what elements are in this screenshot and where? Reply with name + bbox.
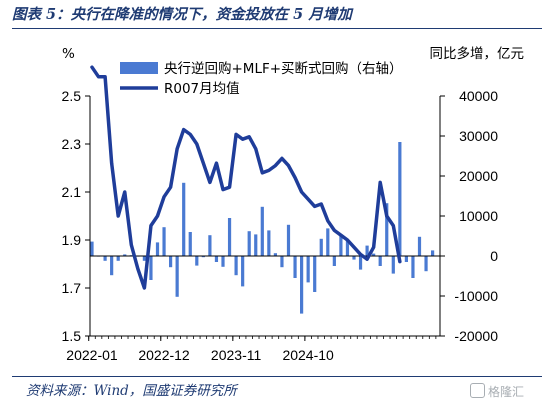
left-tick-label: 2.1 bbox=[62, 184, 82, 200]
bar bbox=[286, 224, 291, 256]
left-tick-label: 1.7 bbox=[62, 280, 82, 296]
bar bbox=[313, 256, 317, 292]
footer-rule bbox=[12, 376, 542, 377]
bar bbox=[332, 256, 336, 266]
left-tick-label: 1.9 bbox=[62, 232, 82, 248]
right-tick-label: 20000 bbox=[459, 168, 498, 184]
right-tick-label: 10000 bbox=[459, 208, 498, 224]
bar bbox=[424, 256, 428, 272]
right-axis-unit: 同比多增，亿元 bbox=[430, 45, 525, 62]
bar bbox=[319, 238, 323, 256]
bar bbox=[201, 256, 205, 258]
right-tick-label: 30000 bbox=[459, 128, 498, 144]
watermark-text: 格隆汇 bbox=[488, 385, 525, 399]
bar bbox=[110, 256, 114, 276]
bar bbox=[103, 256, 107, 261]
bar bbox=[365, 245, 369, 256]
bar bbox=[254, 234, 258, 256]
right-tick-label: 0 bbox=[490, 248, 498, 264]
bar bbox=[208, 235, 212, 256]
bar bbox=[293, 256, 297, 278]
right-tick-label: 40000 bbox=[459, 88, 498, 104]
bar bbox=[417, 236, 422, 256]
bar bbox=[358, 256, 363, 270]
bar bbox=[247, 231, 251, 256]
caption-rule bbox=[12, 28, 542, 29]
bar bbox=[372, 253, 376, 256]
legend-bar-label: 央行逆回购+MLF+买断式回购（右轴） bbox=[164, 61, 403, 77]
bar bbox=[345, 239, 350, 256]
bars-layer bbox=[90, 142, 435, 314]
bar bbox=[188, 232, 192, 256]
bar bbox=[169, 256, 173, 268]
bar bbox=[214, 256, 219, 262]
axes-layer: 1.5 1.7 1.9 2.1 2.3 2.5 -20000 -10000 0 10000 2000… bbox=[62, 88, 499, 363]
bar bbox=[391, 256, 395, 274]
watermark: 格隆汇 bbox=[470, 383, 524, 401]
bar bbox=[260, 206, 264, 256]
bar bbox=[398, 142, 402, 256]
bar bbox=[352, 256, 356, 260]
right-tick-label: -20000 bbox=[454, 328, 498, 344]
bar bbox=[116, 256, 120, 261]
bar bbox=[227, 218, 232, 256]
bar bbox=[411, 256, 415, 278]
left-axis-unit: % bbox=[62, 46, 75, 62]
bar bbox=[162, 227, 166, 256]
bar bbox=[280, 256, 284, 268]
figure-caption: 图表 5：央行在降准的情况下，资金投放在 5 月增加 bbox=[12, 6, 352, 23]
x-tick-label: 2022-01 bbox=[66, 347, 118, 363]
x-tick-label: 2023-11 bbox=[211, 347, 262, 363]
bar bbox=[123, 254, 127, 256]
x-tick-label: 2022-12 bbox=[138, 347, 190, 363]
right-tick-label: -10000 bbox=[454, 288, 498, 304]
bar bbox=[195, 256, 199, 266]
bar bbox=[241, 256, 245, 287]
left-tick-label: 2.3 bbox=[62, 136, 82, 152]
bar bbox=[306, 256, 310, 283]
bar bbox=[175, 256, 179, 297]
bar bbox=[431, 250, 435, 256]
bar bbox=[221, 256, 225, 267]
bar bbox=[378, 256, 382, 266]
bar bbox=[273, 253, 277, 256]
legend-bar-swatch bbox=[120, 62, 158, 74]
bar bbox=[300, 256, 304, 314]
bar bbox=[155, 242, 160, 256]
x-tick-label: 2024-10 bbox=[282, 347, 334, 363]
bar bbox=[182, 182, 186, 256]
bar bbox=[90, 241, 94, 256]
bar bbox=[142, 256, 146, 261]
bar bbox=[326, 228, 330, 256]
bar bbox=[234, 256, 238, 276]
source-note: 资料来源：Wind，国盛证券研究所 bbox=[26, 383, 237, 399]
bar bbox=[404, 256, 408, 262]
left-tick-label: 1.5 bbox=[62, 328, 82, 344]
legend: 央行逆回购+MLF+买断式回购（右轴） R007月均值 bbox=[120, 61, 403, 97]
r007-line bbox=[90, 65, 402, 290]
legend-line-label: R007月均值 bbox=[164, 81, 240, 97]
bar bbox=[339, 234, 343, 256]
watermark-logo-icon bbox=[470, 383, 485, 398]
bar bbox=[149, 256, 153, 280]
bar bbox=[385, 203, 389, 256]
left-tick-label: 2.5 bbox=[62, 88, 82, 104]
bar bbox=[267, 230, 271, 256]
